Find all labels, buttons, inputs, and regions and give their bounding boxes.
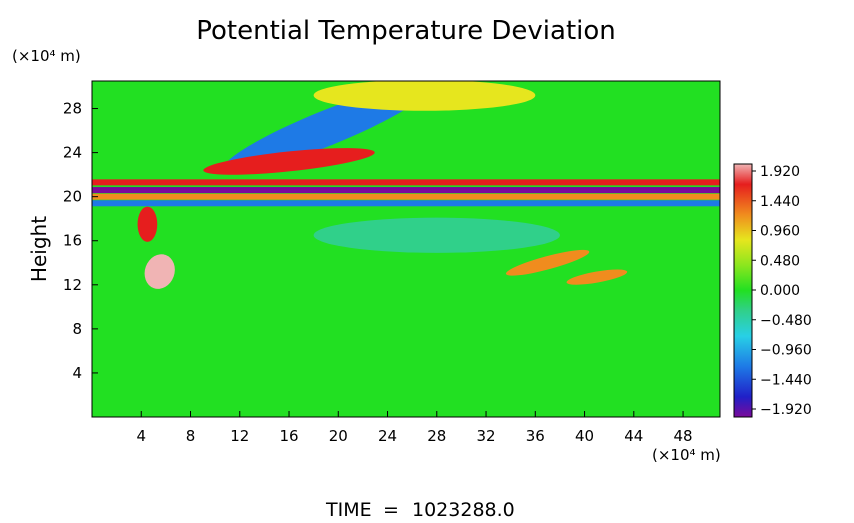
chart-title: Potential Temperature Deviation — [196, 16, 616, 46]
colorbar-tick-label: 1.920 — [760, 164, 800, 180]
time-readout: TIME = 1023288.0 — [325, 499, 515, 521]
y-tick-label: 24 — [63, 144, 82, 162]
y-tick-label: 4 — [72, 364, 82, 382]
x-axis-unit: (×10⁴ m) — [652, 446, 721, 464]
colorbar-tick-label: 1.440 — [760, 194, 800, 210]
x-tick-label: 24 — [378, 427, 397, 445]
x-tick-label: 44 — [624, 427, 643, 445]
y-tick-label: 16 — [63, 232, 82, 250]
colorbar-gradient — [733, 163, 753, 418]
heatmap-feature — [313, 217, 560, 253]
colorbar-tick-label: −1.920 — [760, 402, 812, 418]
heatmap-band — [92, 187, 720, 194]
x-axis-ticks: 4 8 12 16 20 24 28 32 36 40 44 48 — [136, 411, 693, 445]
time-value: 1023288.0 — [412, 499, 515, 519]
heatmap-feature — [505, 249, 590, 276]
colorbar-tick-label: 0.000 — [760, 283, 800, 299]
colorbar: 1.920 1.440 0.960 0.480 0.000 −0.480 −0.960 −1.… — [733, 163, 812, 418]
heatmap-band — [92, 200, 720, 207]
x-tick-label: 36 — [526, 427, 545, 445]
x-tick-label: 12 — [230, 427, 249, 445]
heatmap-field — [92, 81, 720, 417]
y-tick-label: 12 — [63, 276, 82, 294]
x-tick-label: 40 — [575, 427, 594, 445]
colorbar-tick-label: 0.960 — [760, 224, 800, 240]
y-axis-label: Height — [27, 216, 51, 282]
colorbar-tick-label: 0.480 — [760, 253, 800, 269]
x-tick-label: 48 — [674, 427, 693, 445]
heatmap-feature — [203, 148, 375, 175]
x-tick-label: 4 — [136, 427, 146, 445]
x-tick-label: 32 — [476, 427, 495, 445]
y-axis-unit: (×10⁴ m) — [12, 47, 81, 65]
x-tick-label: 16 — [279, 427, 298, 445]
x-tick-label: 8 — [186, 427, 196, 445]
colorbar-tick-label: −0.960 — [760, 343, 812, 359]
colorbar-ticks: 1.920 1.440 0.960 0.480 0.000 −0.480 −0.960 −1.… — [752, 164, 812, 418]
plot-frame — [91, 80, 721, 418]
heatmap-feature — [137, 206, 158, 242]
time-equals: = — [383, 499, 399, 519]
y-tick-label: 20 — [63, 188, 82, 206]
x-tick-label: 28 — [427, 427, 446, 445]
y-axis-ticks: 4 8 12 16 20 24 28 — [63, 100, 98, 382]
heatmap-feature — [566, 269, 628, 285]
heatmap-feature — [144, 254, 175, 289]
heatmap-feature — [313, 81, 536, 111]
colorbar-tick-label: −0.480 — [760, 313, 812, 329]
heatmap-band — [92, 179, 720, 186]
y-tick-label: 28 — [63, 100, 82, 118]
colorbar-tick-label: −1.440 — [760, 372, 812, 388]
y-tick-label: 8 — [72, 320, 82, 338]
time-label: TIME — [325, 499, 372, 519]
heatmap-band — [92, 193, 720, 200]
x-tick-label: 20 — [329, 427, 348, 445]
